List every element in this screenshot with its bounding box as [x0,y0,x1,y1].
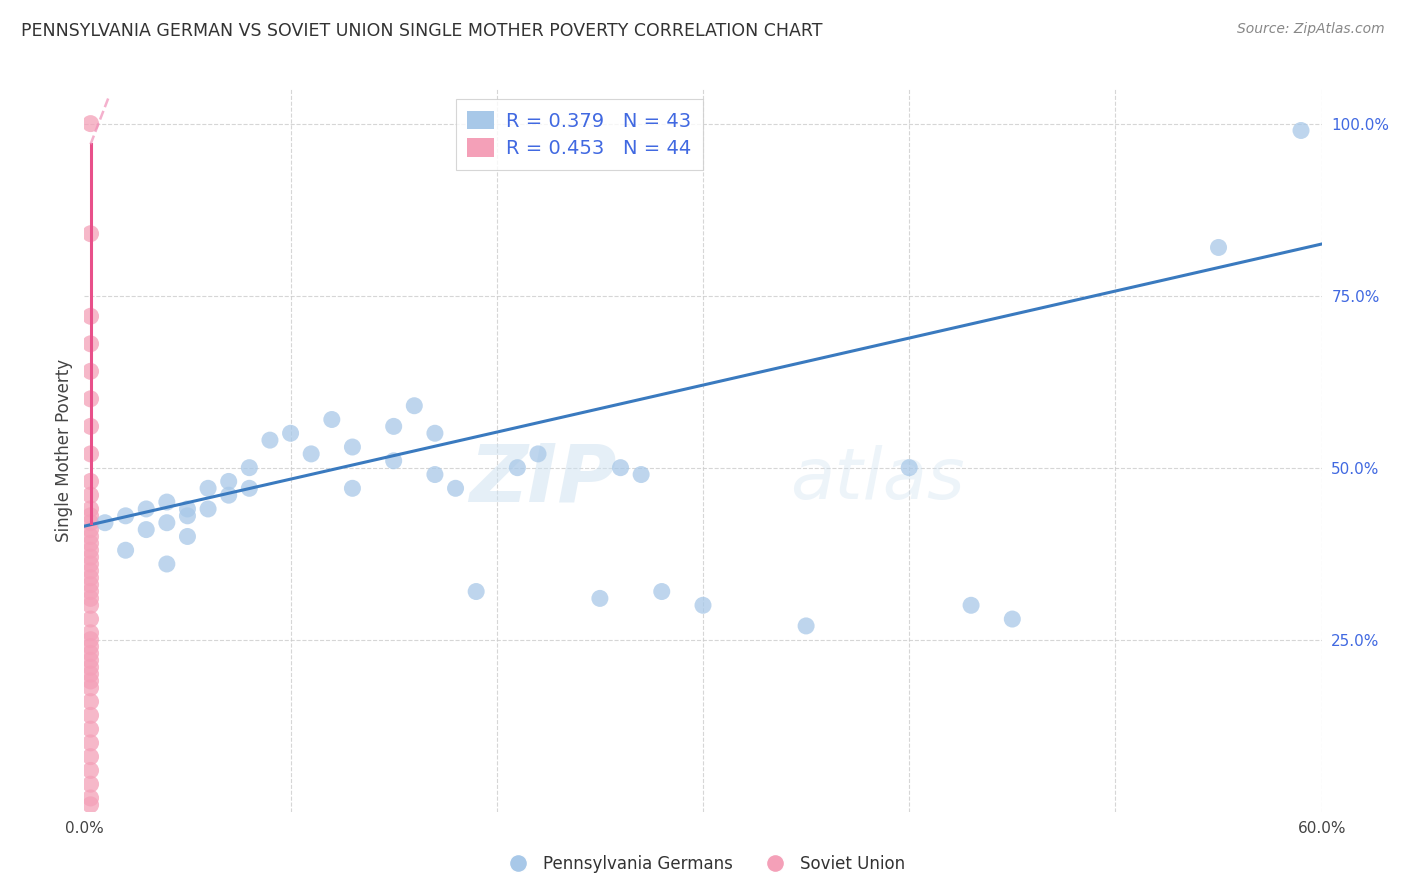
Point [197,502,219,516]
Point [218,488,240,502]
Point [259,433,281,447]
Point [114,508,136,523]
Point [79,653,101,667]
Point [79,736,101,750]
Point [79,632,101,647]
Point [404,399,426,413]
Point [79,447,101,461]
Point [382,419,405,434]
Point [465,584,488,599]
Point [609,460,631,475]
Point [79,695,101,709]
Point [79,529,101,543]
Point [79,227,101,241]
Point [79,543,101,558]
Point [176,502,198,516]
Point [156,495,179,509]
Text: ZIP: ZIP [470,441,616,518]
Point [238,481,260,495]
Point [79,797,101,812]
Point [79,488,101,502]
Point [79,117,101,131]
Point [321,412,343,426]
Point [299,447,322,461]
Legend: R = 0.379   N = 43, R = 0.453   N = 44: R = 0.379 N = 43, R = 0.453 N = 44 [456,99,703,169]
Point [79,764,101,778]
Point [342,440,364,454]
Point [79,791,101,805]
Point [79,612,101,626]
Point [1289,123,1312,137]
Point [79,564,101,578]
Point [79,502,101,516]
Point [218,475,240,489]
Point [79,591,101,606]
Point [79,599,101,613]
Point [114,543,136,558]
Point [79,557,101,571]
Point [79,625,101,640]
Point [79,310,101,324]
Text: Source: ZipAtlas.com: Source: ZipAtlas.com [1237,22,1385,37]
Point [79,550,101,565]
Point [79,681,101,695]
Point [79,673,101,688]
Point [527,447,550,461]
Point [79,364,101,378]
Point [79,640,101,654]
Point [238,460,260,475]
Point [79,749,101,764]
Point [156,557,179,571]
Text: atlas: atlas [790,445,965,514]
Point [79,392,101,406]
Point [79,647,101,661]
Point [79,516,101,530]
Point [79,577,101,591]
Point [960,599,983,613]
Point [79,536,101,550]
Point [280,426,302,441]
Point [651,584,673,599]
Point [156,516,179,530]
Point [898,460,921,475]
Point [79,571,101,585]
Point [1001,612,1024,626]
Point [342,481,364,495]
Point [176,508,198,523]
Legend: Pennsylvania Germans, Soviet Union: Pennsylvania Germans, Soviet Union [495,848,911,880]
Y-axis label: Single Mother Poverty: Single Mother Poverty [55,359,73,542]
Point [692,599,714,613]
Point [79,419,101,434]
Point [79,777,101,791]
Point [630,467,652,482]
Point [423,426,446,441]
Point [79,722,101,736]
Point [794,619,817,633]
Point [79,336,101,351]
Point [423,467,446,482]
Point [79,584,101,599]
Point [1208,240,1230,254]
Point [382,454,405,468]
Point [79,508,101,523]
Point [79,523,101,537]
Point [589,591,612,606]
Point [444,481,467,495]
Point [176,529,198,543]
Point [79,708,101,723]
Text: PENNSYLVANIA GERMAN VS SOVIET UNION SINGLE MOTHER POVERTY CORRELATION CHART: PENNSYLVANIA GERMAN VS SOVIET UNION SING… [21,22,823,40]
Point [79,475,101,489]
Point [79,667,101,681]
Point [135,523,157,537]
Point [94,516,117,530]
Point [79,660,101,674]
Point [197,481,219,495]
Point [506,460,529,475]
Point [135,502,157,516]
